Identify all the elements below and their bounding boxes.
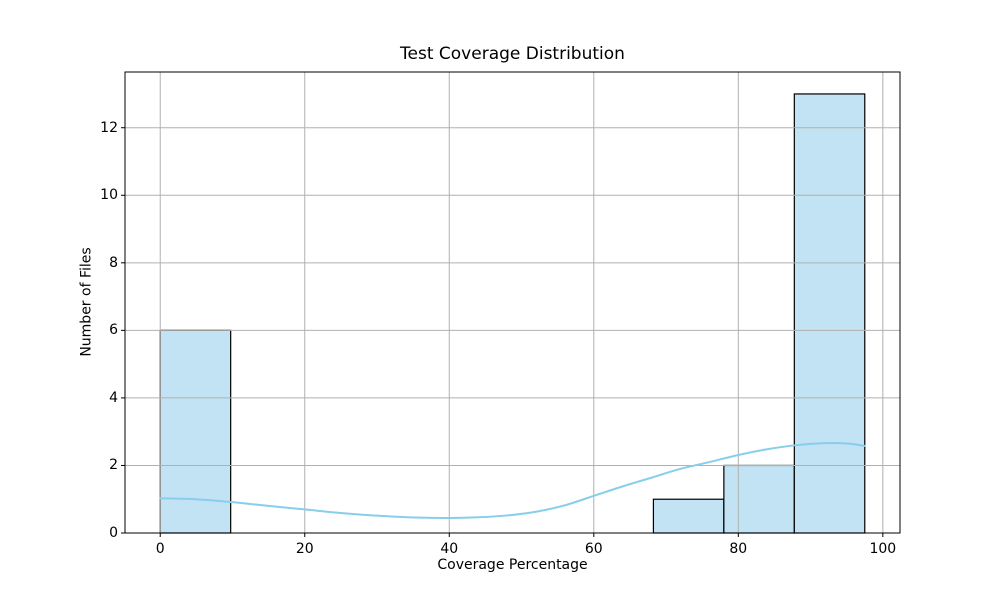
y-tick-label: 12	[100, 119, 118, 136]
x-tick-label: 0	[155, 541, 165, 557]
y-tick-label: 6	[109, 322, 118, 339]
histogram-bar	[793, 93, 866, 534]
x-tick-label: 80	[729, 541, 748, 557]
y-tick-label: 2	[109, 457, 118, 474]
x-tick-label: 60	[584, 541, 603, 557]
histogram-bar	[723, 464, 795, 534]
chart-title: Test Coverage Distribution	[400, 44, 625, 64]
axes-spines	[124, 71, 901, 534]
histogram-bar	[652, 498, 725, 534]
kde-curve	[159, 442, 866, 519]
x-tick-label: 20	[295, 541, 314, 557]
y-tick-label: 10	[100, 187, 118, 204]
y-tick-label: 8	[109, 254, 118, 271]
y-tick-label: 0	[109, 525, 118, 541]
x-axis-label: Coverage Percentage	[437, 557, 588, 573]
histogram-bar	[159, 329, 232, 534]
x-tick-label: 40	[440, 541, 459, 557]
x-tick-label: 100	[869, 541, 897, 557]
y-tick-label: 4	[109, 389, 118, 406]
